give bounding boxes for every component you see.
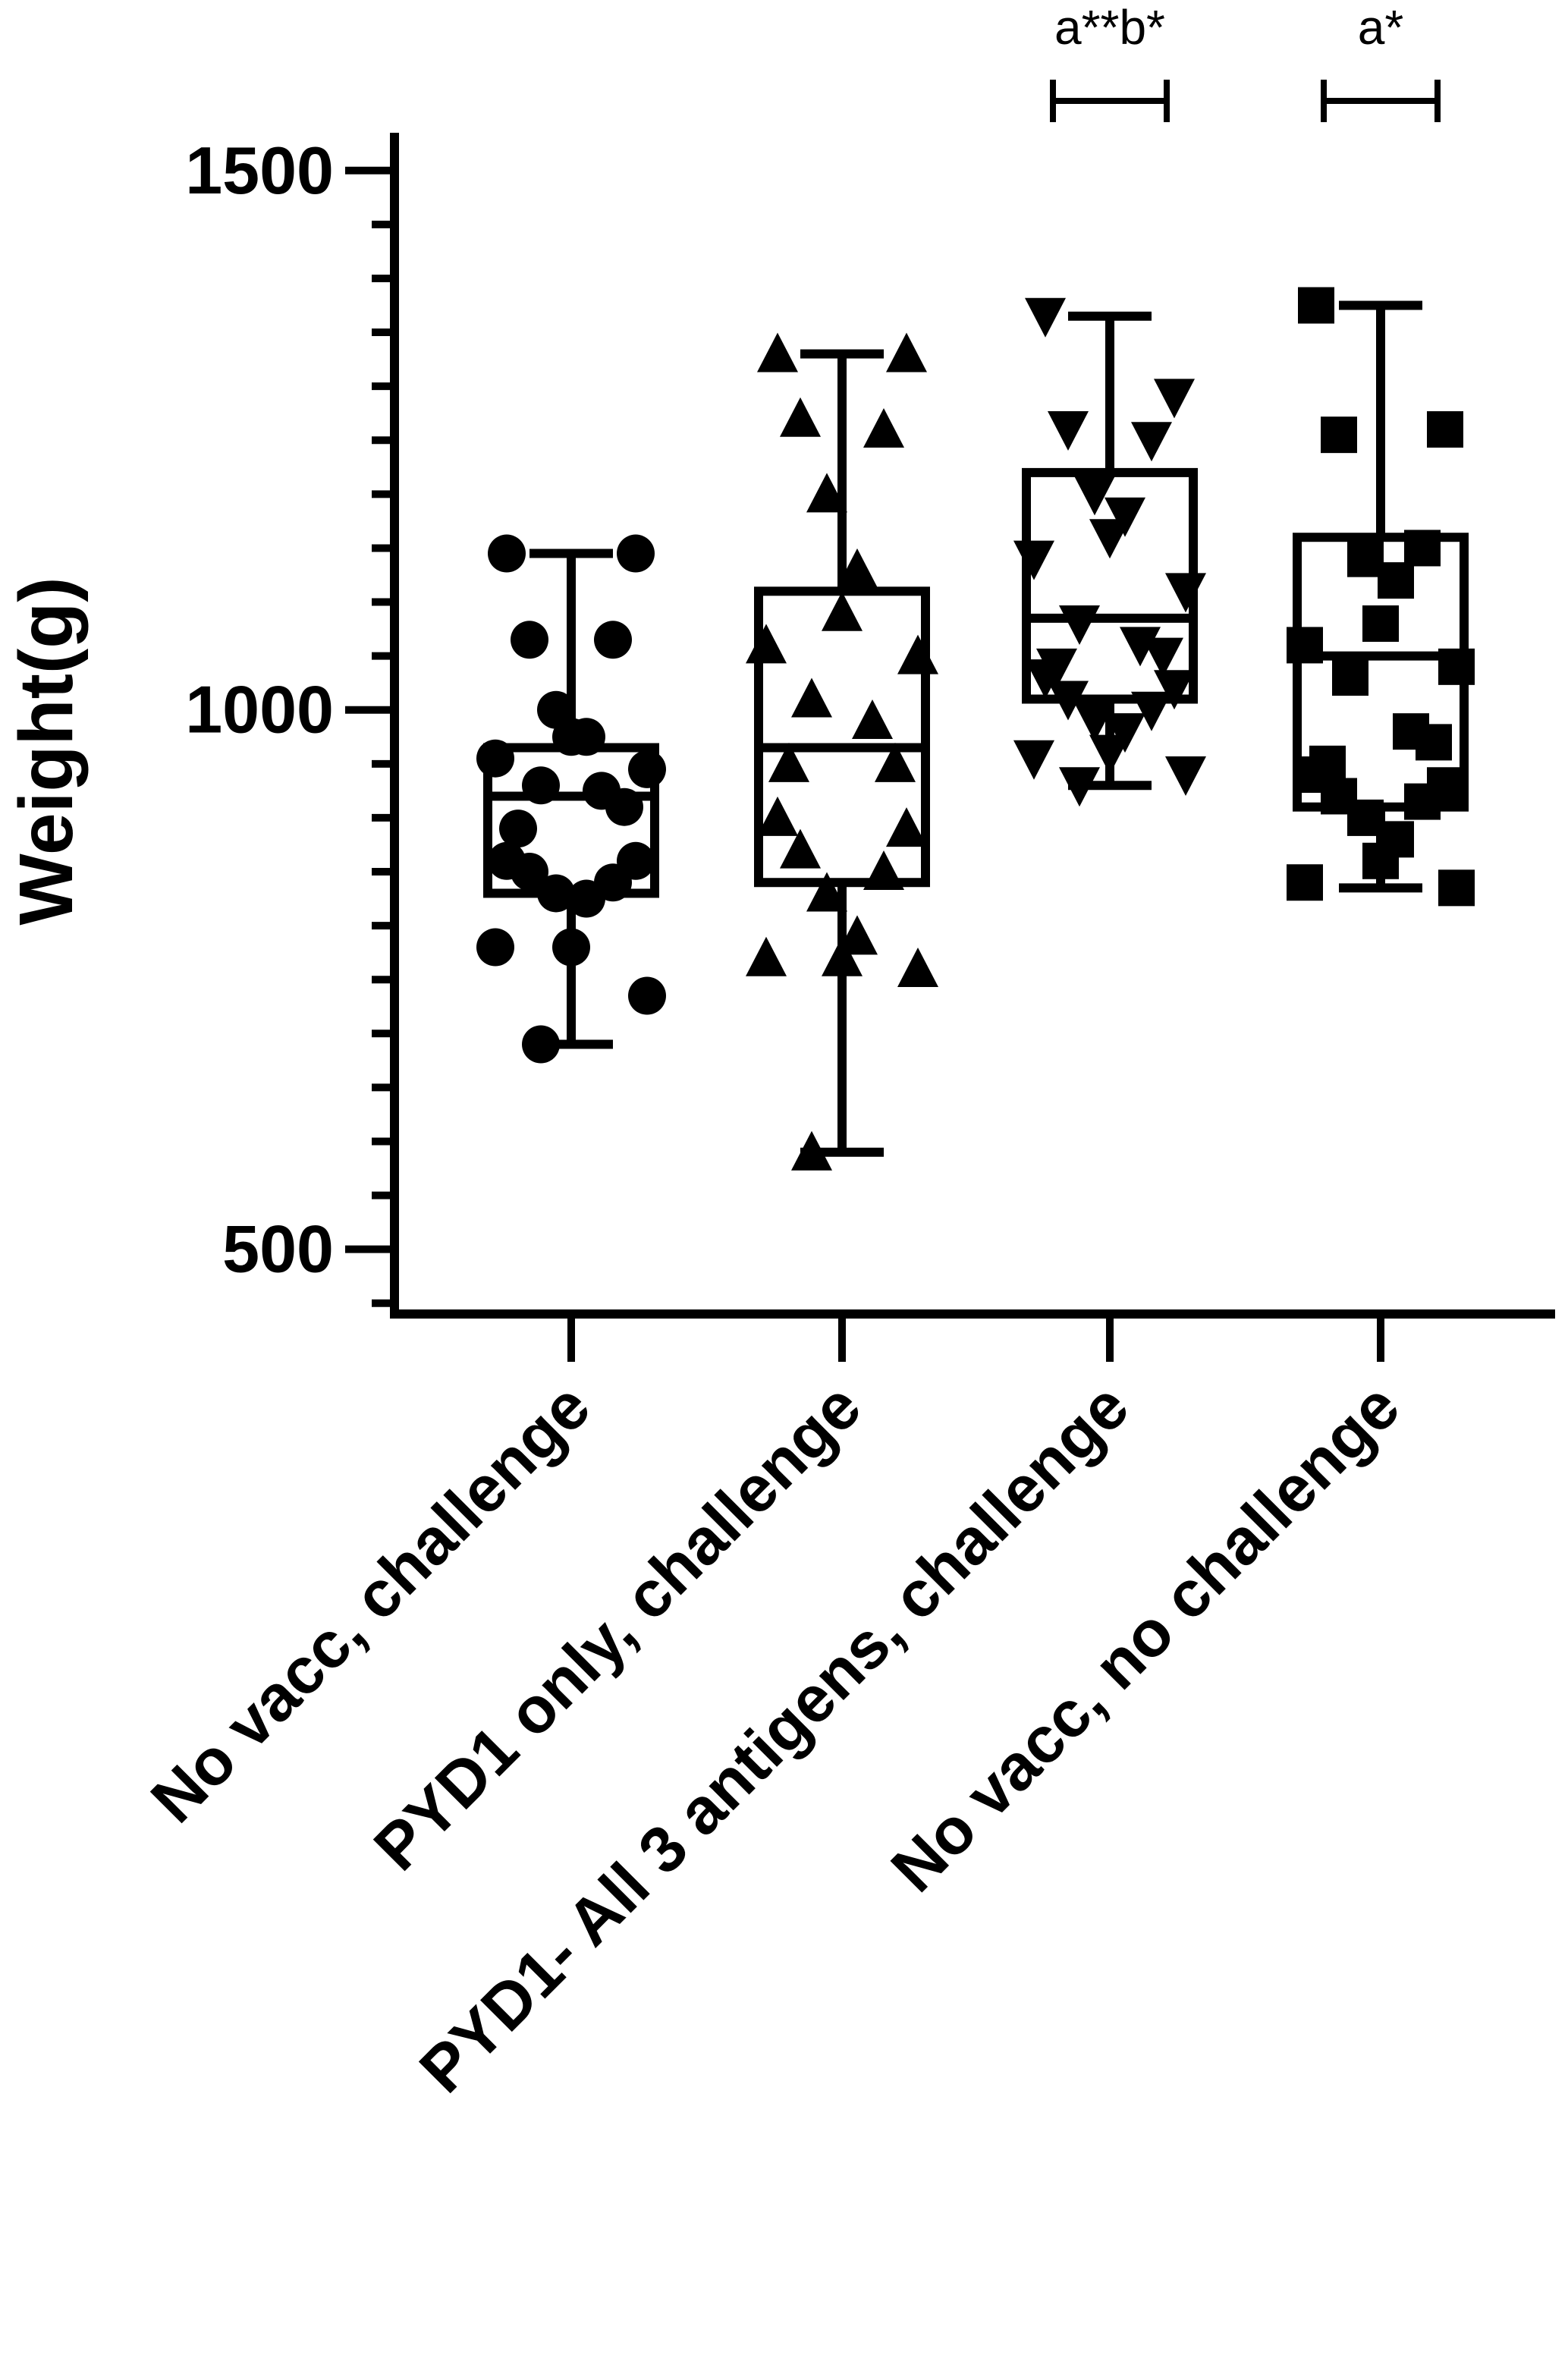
data-point <box>522 1025 560 1064</box>
data-point <box>1074 476 1115 516</box>
data-point <box>863 408 904 448</box>
data-point <box>1404 783 1441 820</box>
data-point <box>552 718 590 756</box>
data-point <box>1025 659 1066 699</box>
data-point <box>1438 648 1475 685</box>
data-point <box>1154 379 1195 419</box>
data-point <box>499 809 537 848</box>
data-point <box>1142 637 1183 677</box>
group-2 <box>746 332 938 1171</box>
data-point <box>837 548 878 588</box>
data-point <box>1089 519 1130 559</box>
data-point <box>746 936 787 976</box>
data-point <box>1059 767 1100 807</box>
data-point <box>476 928 514 967</box>
sig-label: a* <box>1358 0 1404 55</box>
data-point <box>897 634 938 674</box>
data-point <box>1131 691 1172 731</box>
data-point <box>1048 411 1089 451</box>
data-point <box>1048 681 1089 721</box>
y-tick-label: 500 <box>222 1212 334 1287</box>
data-point <box>605 787 643 826</box>
data-point <box>1105 713 1145 753</box>
category-label: PYD1 only, challenge <box>360 1370 875 1885</box>
data-point <box>617 534 655 573</box>
data-point <box>852 699 893 739</box>
data-point <box>1404 530 1441 567</box>
data-point <box>806 473 847 513</box>
category-label: No vacc, challenge <box>137 1370 604 1837</box>
data-point <box>511 621 548 659</box>
data-point <box>1013 740 1054 780</box>
data-point <box>757 796 798 836</box>
data-point <box>1165 573 1206 613</box>
category-label: No vacc, no challenge <box>878 1370 1414 1907</box>
data-point <box>511 853 548 891</box>
data-point <box>897 947 938 987</box>
data-point <box>1438 869 1475 907</box>
data-point <box>1074 702 1115 742</box>
data-point <box>1165 756 1206 797</box>
data-point <box>791 1130 832 1171</box>
data-point <box>780 397 821 437</box>
data-point <box>886 807 927 847</box>
data-point <box>768 742 809 782</box>
y-ticks: 500 1000 1500 <box>185 133 394 1307</box>
data-point <box>537 874 575 913</box>
data-point <box>628 750 666 788</box>
data-point <box>806 872 847 912</box>
data-point <box>1321 417 1357 454</box>
data-point <box>1131 422 1172 462</box>
group-3 <box>1013 297 1206 807</box>
data-point <box>1362 605 1399 642</box>
data-point <box>628 976 666 1015</box>
group-1 <box>476 534 666 1064</box>
data-point <box>488 534 526 573</box>
data-point <box>837 915 878 955</box>
data-point <box>1120 627 1161 667</box>
data-point <box>1287 627 1323 664</box>
data-point <box>757 332 798 373</box>
data-point <box>1105 497 1145 537</box>
significance-annotations: a**b* a* <box>1050 0 1441 122</box>
data-point <box>1362 842 1399 879</box>
data-point <box>1013 540 1054 580</box>
data-point <box>822 591 863 631</box>
data-point <box>746 624 787 664</box>
data-point <box>567 879 605 918</box>
axes: 500 1000 1500 Weight(g) <box>4 133 1555 1362</box>
sig-label: a**b* <box>1054 0 1165 55</box>
x-ticks <box>567 1314 1384 1362</box>
data-point <box>476 739 514 778</box>
group-4 <box>1287 287 1475 907</box>
data-point <box>1416 724 1452 761</box>
data-point <box>1089 734 1130 775</box>
data-point <box>1378 562 1414 599</box>
data-point <box>780 828 821 869</box>
y-tick-label: 1000 <box>185 672 334 747</box>
data-point <box>522 766 560 805</box>
data-point <box>1025 297 1066 338</box>
y-tick-label: 1500 <box>185 133 334 208</box>
data-point <box>1298 287 1334 324</box>
data-point <box>875 742 916 782</box>
data-point <box>1287 864 1323 901</box>
data-point <box>791 677 832 718</box>
data-point <box>594 621 632 659</box>
data-point <box>1154 670 1195 710</box>
data-point <box>1427 411 1463 448</box>
data-point <box>822 936 863 976</box>
data-point <box>552 928 590 967</box>
data-point <box>1332 659 1368 696</box>
data-point <box>886 332 927 373</box>
data-point <box>1059 605 1100 645</box>
data-point <box>863 850 904 891</box>
plot-area <box>476 287 1475 1171</box>
y-axis-title: Weight(g) <box>4 577 89 925</box>
